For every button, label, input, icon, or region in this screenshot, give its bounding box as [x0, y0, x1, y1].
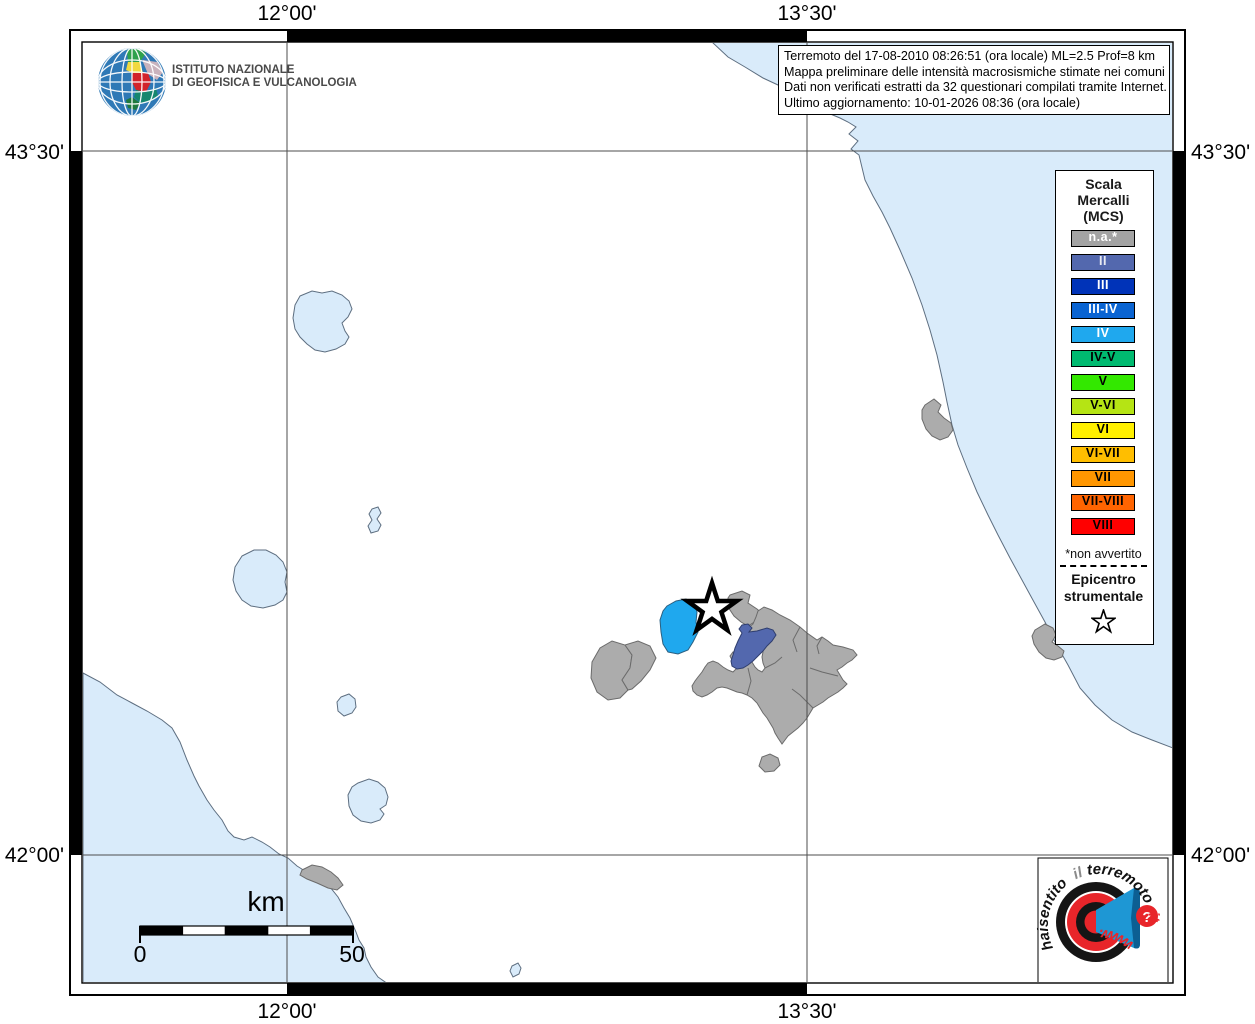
- gridlines: [83, 43, 1172, 982]
- legend-title-line3: (MCS): [1083, 208, 1124, 224]
- tyrrhenian-sea: [83, 672, 387, 982]
- megaphone-icon: [1096, 887, 1140, 949]
- legend-item-ii: II: [1071, 254, 1135, 271]
- legend-item-na: n.a.*: [1071, 230, 1135, 247]
- legend-footnote: *non avvertito: [1065, 547, 1142, 561]
- info-line-questionnaires: Dati non verificati estratti da 32 quest…: [784, 80, 1167, 95]
- legend-item-vi: VI: [1071, 422, 1135, 439]
- latitude-label-left-top: 43°30': [4, 141, 64, 164]
- legend-epicenter-line2: strumentale: [1063, 588, 1144, 604]
- svg-text:.it: .it: [1144, 906, 1163, 924]
- municipality-intensity-ii: [730, 623, 777, 670]
- latitude-label-left-bottom: 42°00': [4, 844, 64, 867]
- longitude-label-bottom-left: 12°00': [257, 1000, 317, 1023]
- municipality-na-west-b: [621, 640, 657, 691]
- legend-item-iii-iv: III-IV: [1071, 302, 1135, 319]
- earthquake-info-box: Terremoto del 17-08-2010 08:26:51 (ora l…: [778, 45, 1170, 116]
- legend-item-iii: III: [1071, 278, 1135, 295]
- lake-tiny-south: [509, 962, 522, 978]
- ingv-wordmark-line1: ISTITUTO NAZIONALE: [172, 64, 295, 76]
- legend-divider: [1060, 565, 1147, 567]
- municipality-na-coast-3: [299, 864, 344, 891]
- legend-item-iv-v: IV-V: [1071, 350, 1135, 367]
- question-badge: [1136, 905, 1158, 927]
- question-mark: ?: [1142, 909, 1151, 926]
- municipality-na-cluster: [691, 606, 858, 745]
- ingv-globe-logo: [98, 48, 166, 116]
- ingv-wordmark-line2: DI GEOFISICA E VULCANOLOGIA: [172, 77, 357, 89]
- info-line-map-type: Mappa preliminare delle intensità macros…: [784, 64, 1165, 79]
- map-frame: [69, 29, 1186, 996]
- scale-bar-start: 0: [133, 941, 147, 967]
- legend-item-vi-vii: VI-VII: [1071, 446, 1135, 463]
- municipality-na-south-small: [758, 753, 781, 773]
- lake-bolsena: [292, 290, 353, 353]
- hsit-logo: ? haisentito il terremoto .it www.: [1035, 857, 1169, 982]
- municipality-na-coast-2: [1031, 623, 1065, 661]
- longitude-label-top-left: 12°00': [257, 2, 317, 25]
- legend-item-viii: VIII: [1071, 518, 1135, 535]
- legend-item-vii-viii: VII-VIII: [1071, 494, 1135, 511]
- intensity-legend: Scala Mercalli (MCS) n.a.* II III III-IV…: [1055, 170, 1154, 645]
- legend-epicenter-star-icon: [1091, 609, 1116, 634]
- lakes: [232, 290, 522, 978]
- legend-item-iv: IV: [1071, 326, 1135, 343]
- lake-martignano: [336, 693, 357, 717]
- legend-title-line2: Mercalli: [1077, 192, 1130, 208]
- latitude-label-right-bottom: 42°00': [1191, 844, 1251, 867]
- scale-bar-unit: km: [247, 886, 285, 917]
- longitude-label-top-right: 13°30': [777, 2, 837, 25]
- legend-title-line1: Scala: [1085, 176, 1122, 192]
- legend-item-vii: VII: [1071, 470, 1135, 487]
- legend-item-v-vi: V-VI: [1071, 398, 1135, 415]
- lake-vico: [232, 549, 288, 609]
- epicenter-star: [680, 575, 744, 636]
- info-line-event: Terremoto del 17-08-2010 08:26:51 (ora l…: [784, 49, 1156, 63]
- municipality-na-coast-1: [921, 398, 954, 441]
- lake-bracciano: [347, 778, 389, 824]
- longitude-label-bottom-right: 13°30': [777, 1000, 837, 1023]
- scale-bar-end: 50: [339, 941, 365, 967]
- latitude-label-right-top: 43°30': [1191, 141, 1251, 164]
- scale-bar: [139, 925, 354, 943]
- lake-small-north: [367, 506, 382, 534]
- municipalities-na: [299, 398, 1065, 891]
- info-line-updated: Ultimo aggiornamento: 10-01-2026 08:36 (…: [784, 95, 1081, 110]
- watermark-tld: .it: [1144, 906, 1163, 924]
- commune-borders: [746, 626, 839, 709]
- legend-epicenter-line1: Epicentro: [1071, 571, 1136, 587]
- legend-item-v: V: [1071, 374, 1135, 391]
